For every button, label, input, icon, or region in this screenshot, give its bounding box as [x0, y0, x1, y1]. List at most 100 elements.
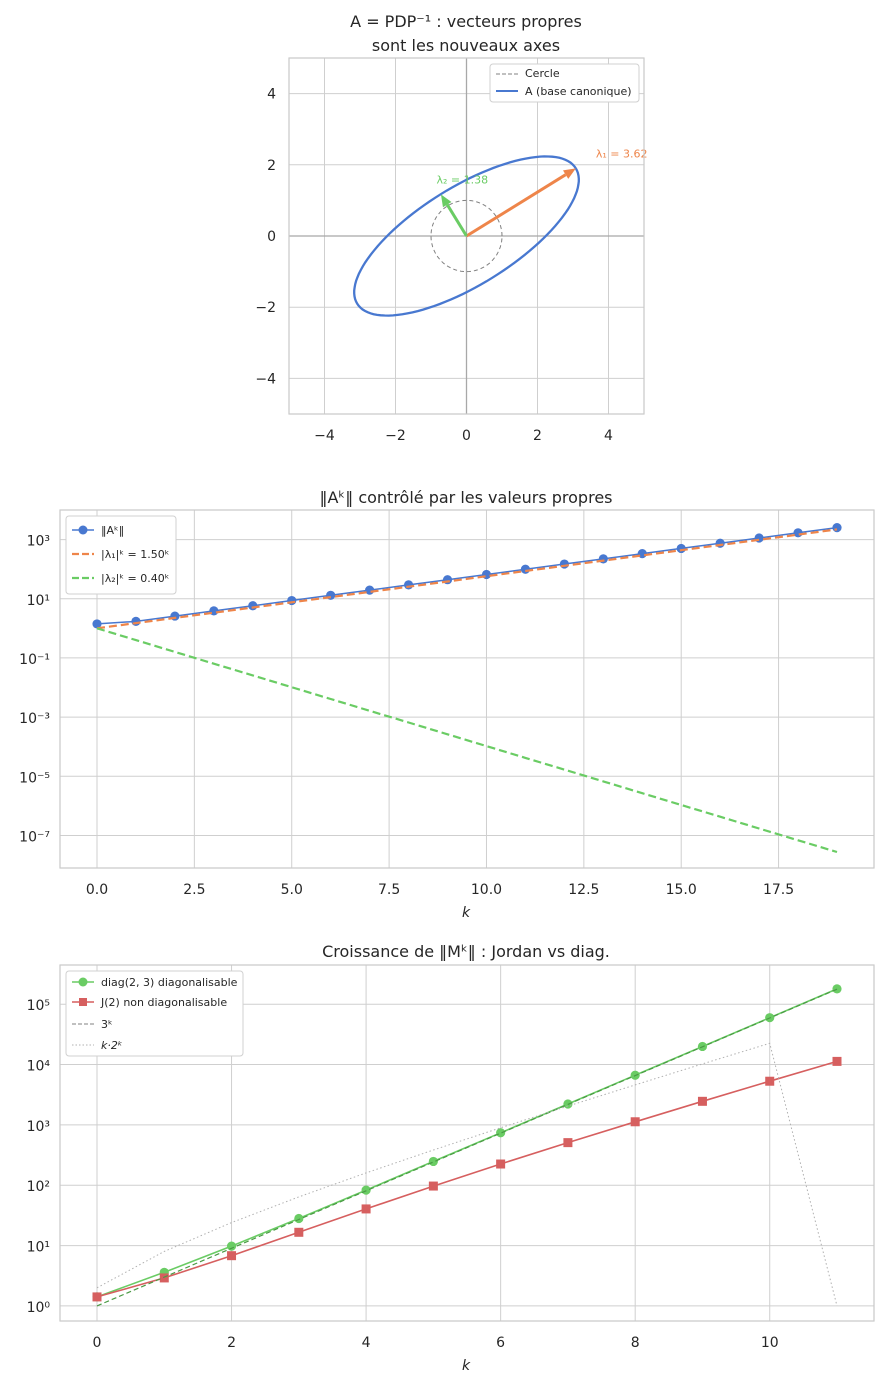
series-1-point [496, 1128, 506, 1138]
panel1-ticks: −4 −2 0 2 4 −4 −2 0 2 4 [255, 87, 613, 444]
panel2-ticks: 0.0 2.5 5.0 7.5 10.0 12.5 15.0 17.5 10³ 10¹ 10⁻¹ 10… [19, 534, 794, 898]
p1-xtick-label: 0 [462, 428, 471, 444]
legend-lambda1-label: |λ₁|ᵏ = 1.50ᵏ [101, 548, 169, 561]
series-1-line [96, 526, 838, 625]
panel3-xlabel: k [462, 1358, 471, 1374]
legend-3k-label: 3ᵏ [101, 1018, 113, 1031]
panel1-legend: Cercle A (base canonique) [489, 63, 640, 103]
p3-ytick-label: 10² [27, 1179, 50, 1195]
panel1-legend-box [489, 63, 640, 103]
p3-xtick-label: 6 [496, 1335, 505, 1351]
ellipse-curve [353, 155, 580, 317]
panel3-grid [60, 965, 874, 1321]
eigenvector-2-shaft [445, 203, 468, 237]
series-2-point [428, 1181, 438, 1191]
series-2-point [765, 1076, 775, 1086]
series-2-point [361, 1204, 371, 1214]
series-3-line [96, 627, 838, 854]
series-2-point [227, 1251, 237, 1261]
legend-diag-label: diag(2, 3) diagonalisable [101, 976, 238, 989]
series-2-point [496, 1159, 506, 1169]
series-2-point [832, 1056, 842, 1066]
p2-xtick-label: 10.0 [471, 882, 502, 898]
unit-circle [430, 199, 503, 273]
panel2-grid [60, 510, 874, 868]
series-2-line [96, 1060, 838, 1298]
series-2-point [294, 1227, 304, 1237]
series-1-point [520, 564, 531, 574]
panel2-marks [92, 522, 842, 854]
series-2-line [96, 528, 838, 630]
series-3-line [96, 988, 838, 1307]
series-4-line [96, 1042, 838, 1307]
p1-ytick-label: −2 [255, 300, 276, 316]
series-1-point [832, 522, 842, 533]
panel2-title: ‖Aᵏ‖ contrôlé par les valeurs propres [319, 488, 612, 507]
legend-norm-label: ‖Aᵏ‖ [101, 524, 124, 537]
panel2-legend-box [65, 515, 177, 595]
p2-xtick-label: 0.0 [86, 882, 108, 898]
legend-norm-marker [78, 525, 88, 535]
eigenvector-2-head [440, 194, 452, 208]
panel1-title-line1: A = PDP⁻¹ : vecteurs propres [350, 12, 582, 31]
p3-xtick-label: 4 [362, 1335, 371, 1351]
panel-power-norm: ‖Aᵏ‖ contrôlé par les valeurs propres 0.… [19, 488, 875, 921]
p3-xtick-label: 0 [93, 1335, 102, 1351]
legend-jordan-marker [79, 998, 87, 1006]
series-1-point [403, 580, 414, 590]
panel3-title: Croissance de ‖Mᵏ‖ : Jordan vs diag. [322, 942, 610, 961]
panel2-legend: ‖Aᵏ‖ |λ₁|ᵏ = 1.50ᵏ |λ₂|ᵏ = 0.40ᵏ [65, 515, 177, 595]
series-2-point [563, 1138, 573, 1148]
panel3-legend: diag(2, 3) diagonalisable J(2) non diago… [65, 970, 244, 1057]
p3-xtick-label: 2 [227, 1335, 236, 1351]
series-2-point [630, 1117, 640, 1127]
p1-ytick-label: −4 [255, 371, 276, 387]
series-1-point [226, 1241, 237, 1251]
p3-xtick-label: 10 [761, 1335, 779, 1351]
legend-circle-label: Cercle [525, 67, 560, 80]
panel3-frame [59, 964, 875, 1322]
p1-xtick-label: 4 [604, 428, 613, 444]
p2-ytick-label: 10¹ [27, 593, 50, 609]
p1-xtick-label: −2 [385, 428, 406, 444]
p2-ytick-label: 10⁻⁵ [19, 770, 50, 786]
p2-ytick-label: 10⁻¹ [19, 652, 50, 668]
panel3-marks [92, 984, 842, 1307]
panel3-legend-box [65, 970, 244, 1057]
series-1-point [131, 616, 141, 626]
p3-ytick-label: 10⁴ [27, 1059, 51, 1075]
series-2-point [92, 1292, 102, 1302]
p2-ytick-label: 10⁻³ [19, 711, 50, 727]
p3-ytick-label: 10⁵ [27, 998, 50, 1014]
panel2-frame [59, 509, 875, 869]
p2-xtick-label: 5.0 [281, 882, 303, 898]
p1-xtick-label: 2 [533, 428, 542, 444]
p1-ytick-label: 0 [267, 229, 276, 245]
panel-jordan-vs-diag: Croissance de ‖Mᵏ‖ : Jordan vs diag. 0 2 4… [27, 942, 875, 1374]
eigenvector-1-shaft [465, 173, 567, 238]
panel1-marks: λ₁ = 3.62 λ₂ = 1.38 [353, 147, 648, 317]
panel1-title-line2: sont les nouveaux axes [372, 36, 560, 55]
series-2-point [159, 1273, 169, 1283]
series-2-point [697, 1096, 707, 1106]
p2-ytick-label: 10⁻⁷ [19, 829, 50, 845]
legend-lambda2-label: |λ₂|ᵏ = 0.40ᵏ [101, 572, 169, 585]
p2-xtick-label: 15.0 [666, 882, 697, 898]
panel1-frame [288, 57, 645, 415]
panel2-xlabel: k [462, 905, 471, 921]
legend-ellipse-label: A (base canonique) [525, 85, 632, 98]
eigenvalue-1-label: λ₁ = 3.62 [596, 147, 648, 160]
series-1-point [248, 601, 258, 611]
series-1-point [294, 1213, 304, 1224]
p3-ytick-label: 10⁰ [27, 1300, 51, 1316]
p2-xtick-label: 7.5 [378, 882, 400, 898]
p1-ytick-label: 2 [267, 158, 276, 174]
p1-xtick-label: −4 [314, 428, 335, 444]
series-1-point [92, 619, 102, 629]
eigenvalue-2-label: λ₂ = 1.38 [437, 173, 489, 186]
legend-jordan-label: J(2) non diagonalisable [100, 996, 227, 1009]
series-1-point [676, 543, 686, 554]
p2-ytick-label: 10³ [27, 534, 50, 550]
panel3-ticks: 0 2 4 6 8 10 10⁰ 10¹ 10² 10³ 10⁴ 10⁵ [27, 998, 779, 1351]
